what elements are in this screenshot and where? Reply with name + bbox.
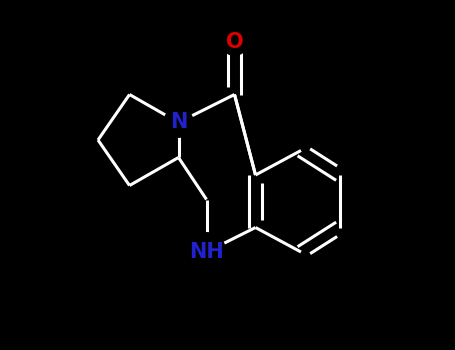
Text: N: N (170, 112, 187, 133)
Text: O: O (226, 32, 243, 52)
Text: NH: NH (189, 242, 224, 262)
Circle shape (164, 108, 193, 137)
Circle shape (221, 29, 248, 55)
Circle shape (187, 233, 226, 271)
